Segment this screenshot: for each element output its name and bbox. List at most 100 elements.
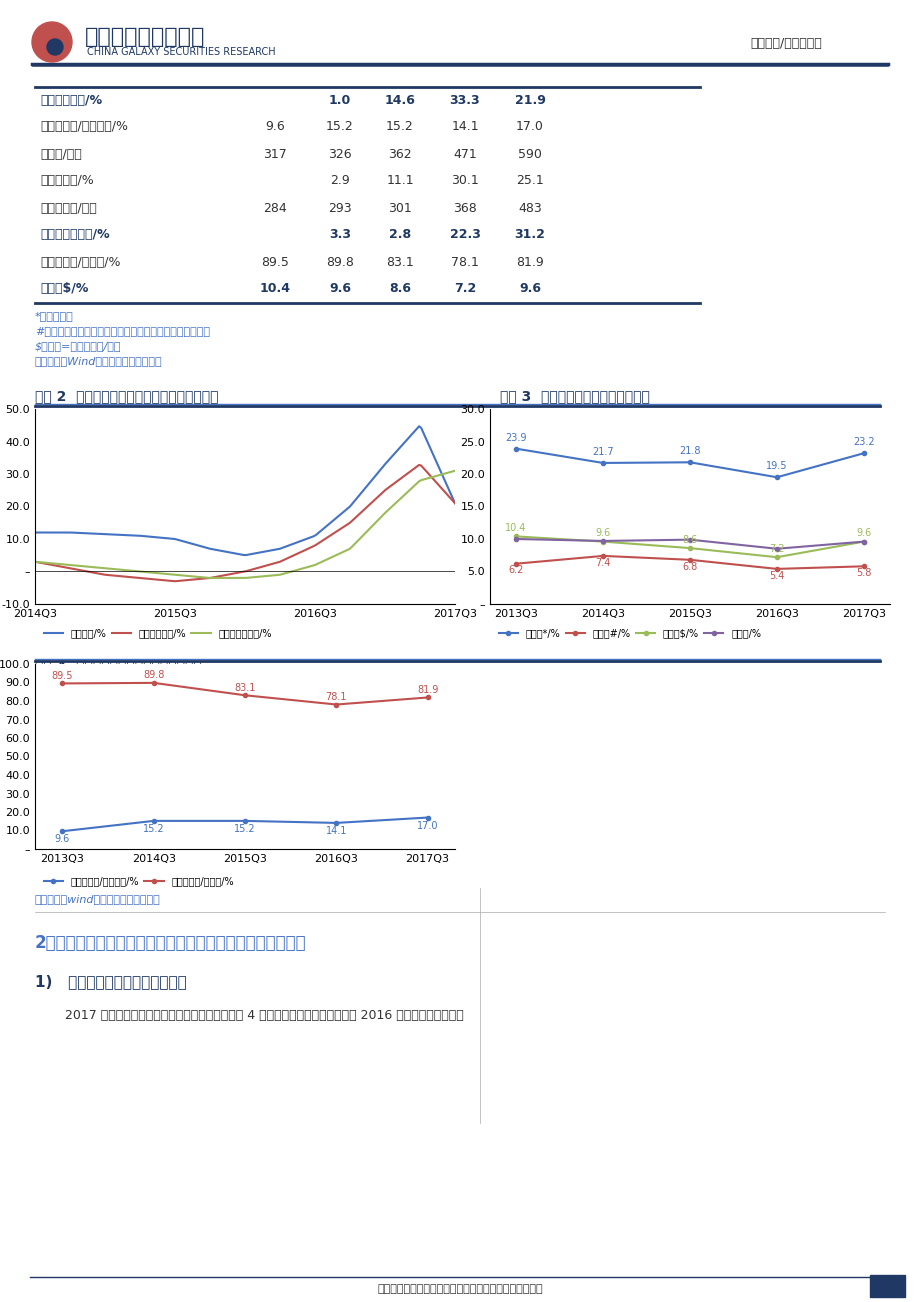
Text: 78.1: 78.1: [325, 691, 346, 702]
归母净利润增速/%: [55, 556, 66, 572]
净利率$/%: [684, 540, 695, 556]
三费率#/%: [684, 552, 695, 568]
营业利润增速/%: [55, 559, 66, 574]
营收增速/%: [240, 547, 251, 562]
Text: 8.6: 8.6: [389, 283, 411, 296]
Text: 归母净利润/净利润/%: 归母净利润/净利润/%: [40, 255, 120, 268]
Text: 5.4: 5.4: [768, 570, 784, 581]
Text: 33.3: 33.3: [449, 94, 480, 107]
三费率/%: [684, 531, 695, 547]
Text: 15.2: 15.2: [142, 824, 165, 835]
投资净收益/营业利润/%: [57, 823, 68, 838]
Circle shape: [32, 22, 72, 62]
三费率/%: [596, 533, 607, 548]
Text: 2.8: 2.8: [389, 228, 411, 241]
Text: 590: 590: [517, 147, 541, 160]
营业利润增速/%: [29, 553, 40, 569]
Text: 10.4: 10.4: [505, 523, 527, 534]
Line: 三费率#/%: 三费率#/%: [514, 553, 865, 572]
毛利率*/%: [771, 470, 782, 486]
营收增速/%: [417, 424, 428, 440]
营业利润增速/%: [142, 570, 153, 586]
Text: 归母净利润/亿元: 归母净利润/亿元: [40, 202, 96, 215]
Text: 81.9: 81.9: [516, 255, 543, 268]
Legend: 毛利率*/%, 三费率#/%, 净利率$/%, 三费率/%: 毛利率*/%, 三费率#/%, 净利率$/%, 三费率/%: [494, 624, 765, 642]
Text: 17.0: 17.0: [416, 820, 437, 831]
Text: 15.2: 15.2: [234, 824, 255, 835]
Text: 31.2: 31.2: [514, 228, 545, 241]
Text: 89.8: 89.8: [142, 671, 165, 680]
三费率#/%: [771, 561, 782, 577]
归母净利润/净利润/%: [239, 687, 250, 703]
Text: 图表 4  板块投资收益及少数股东权益情况: 图表 4 板块投资收益及少数股东权益情况: [35, 659, 201, 673]
Text: 89.5: 89.5: [261, 255, 289, 268]
Text: 10.4: 10.4: [259, 283, 290, 296]
Text: 9.6: 9.6: [329, 283, 351, 296]
归母净利润增速/%: [108, 561, 119, 577]
Line: 三费率/%: 三费率/%: [514, 536, 865, 551]
Text: 17.0: 17.0: [516, 121, 543, 134]
Text: 30.1: 30.1: [450, 174, 479, 187]
Line: 毛利率*/%: 毛利率*/%: [514, 447, 865, 479]
净利率$/%: [596, 534, 607, 549]
Text: 请务必阅读正文最后的中国银河证券股份公司免责声明。: 请务必阅读正文最后的中国银河证券股份公司免责声明。: [377, 1284, 542, 1294]
Text: 301: 301: [388, 202, 412, 215]
三费率#/%: [510, 556, 521, 572]
毛利率*/%: [857, 445, 868, 461]
投资净收益/营业利润/%: [422, 810, 433, 825]
Text: 15.2: 15.2: [386, 121, 414, 134]
Text: 317: 317: [263, 147, 287, 160]
Text: 21.9: 21.9: [514, 94, 545, 107]
Text: 1)   存货去化放缓，销售增速减慢: 1) 存货去化放缓，销售增速减慢: [35, 974, 187, 990]
Text: 25.1: 25.1: [516, 174, 543, 187]
毛利率*/%: [596, 456, 607, 471]
归母净利润/净利润/%: [148, 674, 159, 690]
Text: 营业利润增速/%: 营业利润增速/%: [40, 94, 102, 107]
归母净利润/净利润/%: [57, 676, 68, 691]
Text: 9.6: 9.6: [55, 835, 70, 844]
毛利率*/%: [684, 454, 695, 470]
Text: 83.1: 83.1: [386, 255, 414, 268]
三费率/%: [510, 531, 521, 547]
Text: 7.2: 7.2: [453, 283, 476, 296]
Text: 9.6: 9.6: [518, 283, 540, 296]
Text: 11.1: 11.1: [386, 174, 414, 187]
营业利润增速/%: [432, 477, 443, 492]
Text: 19.5: 19.5: [766, 461, 787, 471]
营收增速/%: [449, 496, 460, 512]
归母净利润增速/%: [430, 469, 441, 484]
Text: 行业点评/房地产开发: 行业点评/房地产开发: [749, 36, 821, 49]
Text: 23.2: 23.2: [852, 437, 874, 448]
Text: 368: 368: [453, 202, 476, 215]
Legend: 营收增速/%, 营业利润增速/%, 归母净利润增速/%: 营收增速/%, 营业利润增速/%, 归母净利润增速/%: [40, 624, 276, 642]
营收增速/%: [108, 527, 119, 543]
Text: 1.0: 1.0: [328, 94, 351, 107]
Text: 资料来源：Wind，中国银河证券研究部: 资料来源：Wind，中国银河证券研究部: [35, 355, 163, 366]
营收增速/%: [414, 418, 425, 434]
Text: 14.1: 14.1: [325, 825, 346, 836]
Text: 7.2: 7.2: [768, 544, 784, 553]
归母净利润/净利润/%: [422, 690, 433, 706]
营业利润增速/%: [168, 573, 179, 589]
Text: 23.9: 23.9: [505, 432, 527, 443]
Text: 9.6: 9.6: [265, 121, 285, 134]
营收增速/%: [142, 529, 153, 544]
Text: 资料来源：wind、中国银河证券研究部: 资料来源：wind、中国银河证券研究部: [35, 894, 161, 904]
营收增速/%: [55, 525, 66, 540]
营业利润增速/%: [414, 457, 425, 473]
净利率$/%: [771, 549, 782, 565]
三费率#/%: [596, 548, 607, 564]
Text: 6.2: 6.2: [508, 565, 523, 575]
Text: 净利率$/%: 净利率$/%: [40, 283, 88, 296]
Text: 图表 2  板块营收、营业利润及归母净利润增速: 图表 2 板块营收、营业利润及归母净利润增速: [35, 389, 219, 404]
Text: 471: 471: [453, 147, 476, 160]
Text: #分母为当期现金流量表中销售商品及提供劳务收到的现金: #分母为当期现金流量表中销售商品及提供劳务收到的现金: [35, 326, 210, 336]
Text: 3.3: 3.3: [329, 228, 351, 241]
Text: 362: 362: [388, 147, 412, 160]
Text: 2017 年前三季度存货周转率出现下滑，但从过去 4 年来看依然维持高位，仅次于 2016 年前三季度的水平。: 2017 年前三季度存货周转率出现下滑，但从过去 4 年来看依然维持高位，仅次于…: [65, 1009, 463, 1022]
Line: 归母净利润增速/%: 归母净利润增速/%: [35, 471, 455, 578]
Circle shape: [41, 29, 57, 46]
三费率/%: [857, 534, 868, 549]
Text: 21.7: 21.7: [592, 447, 613, 457]
Text: 9.6: 9.6: [856, 529, 870, 539]
